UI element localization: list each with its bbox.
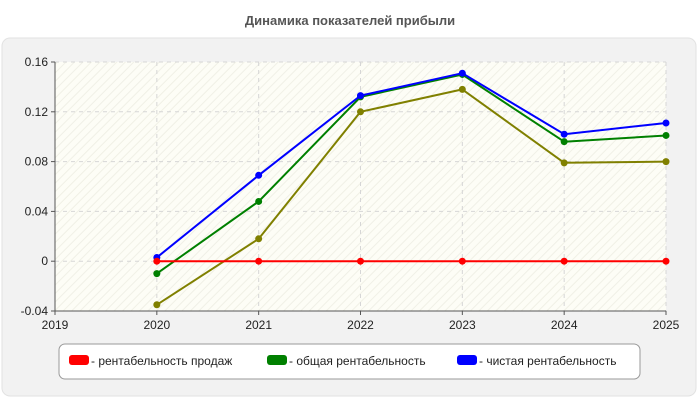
- data-point-series-1: [560, 257, 568, 265]
- chart-title: Динамика показателей прибыли: [245, 13, 455, 28]
- data-point-series-4: [357, 108, 364, 116]
- legend-label: - рентабельность продаж: [91, 354, 232, 368]
- data-point-series-3: [458, 69, 466, 77]
- legend-box: [58, 343, 641, 380]
- y-tick-label: 0: [41, 254, 48, 268]
- data-point-series-4: [560, 159, 568, 167]
- legend: - рентабельность продаж - общая рентабель…: [58, 343, 641, 380]
- y-tick-label: -0.04: [21, 304, 49, 318]
- legend-swatch: [267, 355, 287, 365]
- x-tick-label: 2025: [653, 318, 680, 332]
- series-line-2: [156, 73, 667, 275]
- data-point-series-4: [153, 301, 161, 309]
- y-tick-label: 0.16: [25, 55, 49, 69]
- data-point-series-2: [560, 138, 568, 146]
- x-tick-label: 2023: [449, 318, 476, 332]
- data-point-series-2: [153, 270, 161, 278]
- legend-swatch: [69, 355, 89, 365]
- data-point-series-4: [458, 85, 466, 93]
- x-tick-label: 2021: [245, 318, 272, 332]
- data-point-series-3: [662, 119, 670, 127]
- x-tick-label: 2020: [143, 318, 170, 332]
- x-tick-label: 2024: [551, 318, 578, 332]
- series-line-3: [156, 72, 667, 259]
- data-point-series-1: [662, 257, 670, 265]
- data-point-series-3: [560, 130, 568, 138]
- data-point-series-4: [662, 158, 670, 166]
- data-point-series-1: [153, 257, 161, 265]
- x-tick-label: 2022: [347, 318, 374, 332]
- data-point-series-2: [255, 197, 263, 205]
- data-point-series-3: [255, 171, 263, 179]
- y-tick-label: 0.12: [25, 105, 49, 119]
- series-line-4: [156, 88, 667, 306]
- data-point-series-1: [458, 257, 466, 265]
- y-tick-label: 0.08: [25, 155, 49, 169]
- data-point-series-1: [255, 257, 263, 265]
- data-point-series-1: [357, 257, 364, 265]
- x-tick-label: 2019: [42, 318, 69, 332]
- axes: -0.04 0 0.04 0.08 0.12 0.16 2019 2020 2021 2022 20…: [21, 55, 680, 332]
- data-point-series-3: [357, 92, 364, 100]
- data-point-series-2: [662, 131, 670, 139]
- series-group: [153, 69, 670, 309]
- legend-label: - общая рентабельность: [289, 354, 426, 368]
- legend-label: - чистая рентабельность: [479, 354, 616, 368]
- data-point-series-4: [255, 235, 263, 243]
- y-tick-label: 0.04: [25, 204, 49, 218]
- legend-swatch: [457, 355, 477, 365]
